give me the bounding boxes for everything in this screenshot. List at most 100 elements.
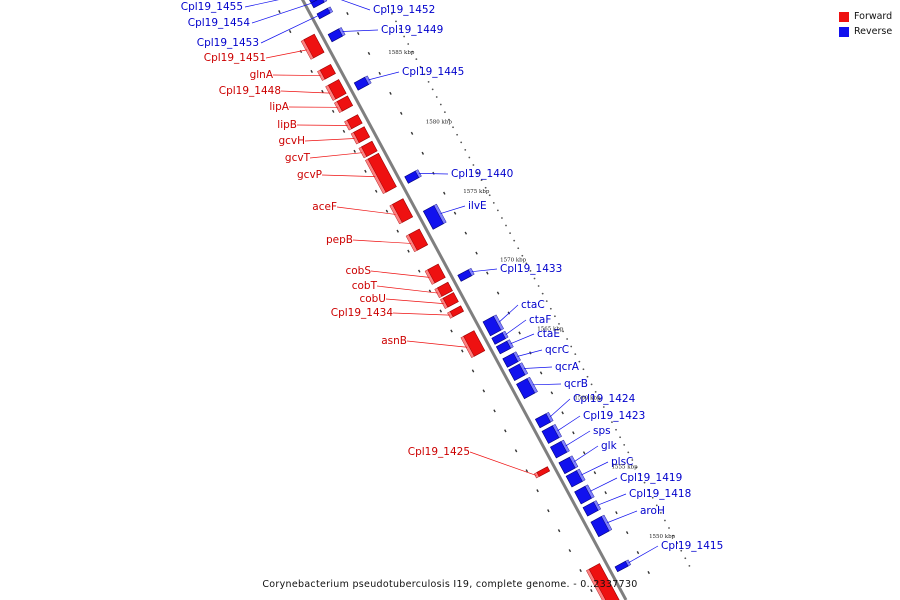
scale-dot xyxy=(655,504,658,507)
track-mark xyxy=(321,89,324,93)
forward-gene-label: Cpl19_1425 xyxy=(408,446,470,458)
scale-dot xyxy=(395,20,397,23)
forward-gene-label: Cpl19_1448 xyxy=(219,85,281,97)
track-mark xyxy=(471,369,475,373)
reverse-gene-top xyxy=(364,75,372,85)
scale-dot xyxy=(431,88,434,91)
track-mark xyxy=(636,551,640,555)
forward-swatch xyxy=(839,11,849,22)
forward-leader xyxy=(309,152,363,159)
track-mark xyxy=(518,331,521,335)
track-mark xyxy=(593,471,597,475)
reverse-gene-label: Cpl19_1454 xyxy=(188,17,251,29)
reverse-gene-top xyxy=(584,484,595,499)
legend-label-reverse: Reverse xyxy=(854,26,893,37)
scale-dot xyxy=(386,5,389,8)
track-mark xyxy=(288,29,292,34)
track-mark xyxy=(615,511,618,515)
reverse-gene-label: ctaF xyxy=(529,314,551,326)
scale-dot xyxy=(423,73,426,76)
track-mark xyxy=(550,391,554,395)
scale-dot xyxy=(529,270,532,272)
track-mark xyxy=(525,469,529,473)
scale-dot xyxy=(509,232,511,234)
scale-dot xyxy=(399,28,401,30)
reverse-leader xyxy=(597,493,627,506)
track-mark xyxy=(514,449,518,453)
track-mark xyxy=(561,411,564,415)
reverse-gene-label: ctaE xyxy=(537,328,560,340)
reverse-gene-top xyxy=(513,351,521,362)
scale-dot xyxy=(688,564,691,567)
scale-dot xyxy=(513,239,516,242)
reverse-gene-top xyxy=(519,362,529,376)
reverse-leader xyxy=(565,430,591,447)
reverse-gene-label: qcrC xyxy=(545,344,569,356)
scale-tick-label: 1565 kbp xyxy=(537,326,564,332)
scale-dot xyxy=(566,338,569,340)
scale-dot xyxy=(472,164,475,166)
reverse-gene-label: Cpl19_1440 xyxy=(451,168,513,180)
track-mark xyxy=(278,10,281,14)
genome-caption: Corynebacterium pseudotuberculosis I19, … xyxy=(262,579,638,590)
scale-dot xyxy=(664,519,666,522)
legend-label-forward: Forward xyxy=(854,11,893,22)
scale-dot xyxy=(439,103,442,106)
reverse-leader xyxy=(498,304,519,323)
scale-dot xyxy=(549,307,552,310)
reverse-gene-top xyxy=(493,314,504,331)
scale-dot xyxy=(456,133,459,136)
forward-leader xyxy=(376,285,438,294)
track-mark xyxy=(342,129,346,133)
reverse-leader xyxy=(251,0,323,24)
scale-dot xyxy=(537,285,540,287)
forward-gene-label: gcvT xyxy=(285,152,311,164)
scale-dot xyxy=(411,50,414,53)
scale-dot xyxy=(403,35,406,38)
track-mark xyxy=(407,249,410,253)
reverse-leader xyxy=(523,366,553,369)
scale-dot xyxy=(533,277,536,280)
scale-tick-label: 1580 kbp xyxy=(426,119,453,125)
reverse-gene-top xyxy=(526,376,538,394)
reverse-leader xyxy=(532,383,562,386)
scale-dot xyxy=(668,527,670,529)
reverse-gene-top xyxy=(545,411,554,423)
track-mark xyxy=(374,189,378,193)
reverse-gene-label: Cpl19_1424 xyxy=(573,393,636,405)
reverse-leader xyxy=(606,510,638,524)
scale-dot xyxy=(582,368,585,371)
track-mark xyxy=(353,149,356,153)
reverse-gene-top xyxy=(415,169,422,178)
track-mark xyxy=(453,211,457,215)
reverse-swatch xyxy=(839,26,849,37)
scale-dot xyxy=(631,459,634,461)
reverse-leader xyxy=(557,415,581,432)
scale-dot xyxy=(427,80,430,83)
track-mark xyxy=(504,429,507,433)
reverse-gene-top xyxy=(506,339,514,349)
track-mark xyxy=(439,309,443,313)
forward-leader xyxy=(469,451,537,476)
scale-dot xyxy=(643,481,646,484)
forward-leader xyxy=(280,90,331,94)
scale-dot xyxy=(659,512,662,514)
track-mark xyxy=(299,49,303,54)
scale-dot xyxy=(619,436,622,439)
scale-dot xyxy=(391,12,393,15)
track-mark xyxy=(539,371,543,375)
forward-gene-top xyxy=(434,287,443,299)
track-mark xyxy=(557,529,561,533)
scale-dot xyxy=(541,292,544,295)
forward-gene-top xyxy=(334,101,343,113)
legend-item-reverse: Reverse xyxy=(839,24,892,39)
forward-gene-top xyxy=(317,69,326,81)
reverse-gene-label: Cpl19_1433 xyxy=(500,263,562,275)
scale-dot xyxy=(676,542,679,545)
scale-dot xyxy=(615,428,617,431)
track-mark xyxy=(389,91,392,95)
track-mark xyxy=(482,389,486,393)
scale-dot xyxy=(448,118,450,121)
track-mark xyxy=(399,111,403,115)
